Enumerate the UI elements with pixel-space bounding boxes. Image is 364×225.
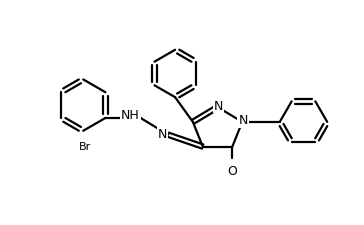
Text: NH: NH — [121, 109, 139, 122]
Text: Br: Br — [79, 141, 91, 151]
Text: N: N — [238, 114, 248, 127]
Text: N: N — [158, 128, 167, 141]
Text: N: N — [214, 99, 223, 112]
Text: O: O — [228, 164, 237, 177]
